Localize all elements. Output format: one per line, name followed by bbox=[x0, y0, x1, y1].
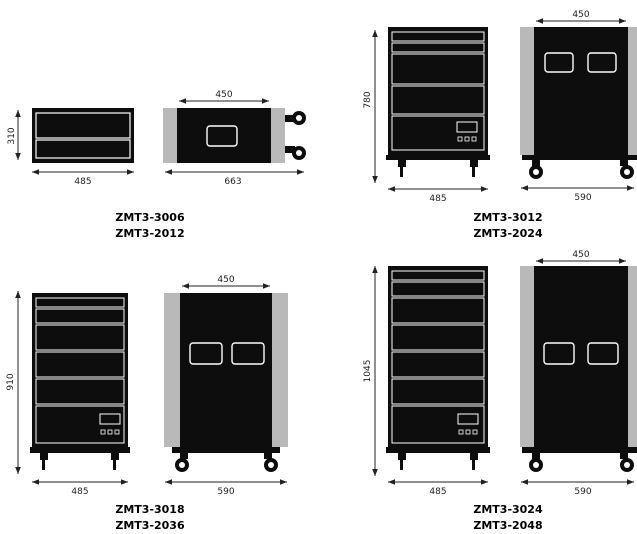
unit-1: 310 485 450 663 ZMT3-3006 ZMT3- bbox=[7, 90, 306, 240]
unit-4-front-width-label: 485 bbox=[429, 487, 446, 497]
unit-3-side-overall-label: 590 bbox=[217, 487, 234, 497]
foot-icon bbox=[40, 453, 48, 470]
unit-2-model-2: ZMT3-2024 bbox=[473, 227, 543, 240]
unit-1-side-view bbox=[163, 108, 306, 163]
unit-4-side-overall-label: 590 bbox=[574, 487, 591, 497]
unit-3-model-2: ZMT3-2036 bbox=[115, 519, 185, 532]
caster-icon bbox=[620, 160, 634, 179]
unit-3-side-depth-label: 450 bbox=[217, 275, 234, 285]
caster-icon bbox=[529, 453, 543, 472]
unit-1-front-view bbox=[32, 108, 134, 163]
unit-3-front-width-label: 485 bbox=[71, 487, 88, 497]
caster-icon bbox=[285, 111, 306, 125]
caster-icon bbox=[285, 146, 306, 160]
caster-icon bbox=[175, 453, 189, 472]
caster-icon bbox=[529, 160, 543, 179]
unit-4-side-depth-label: 450 bbox=[572, 250, 589, 260]
unit-4-front-view bbox=[386, 266, 490, 470]
unit-2-side-depth-label: 450 bbox=[572, 10, 589, 20]
unit-3: 910 485 450 590 ZMT3-3018 ZMT bbox=[6, 275, 288, 532]
unit-1-model-2: ZMT3-2012 bbox=[115, 227, 184, 240]
unit-2-side-view bbox=[520, 27, 637, 179]
unit-1-side-depth-label: 450 bbox=[215, 90, 232, 100]
foot-icon bbox=[398, 160, 406, 177]
unit-1-model-1: ZMT3-3006 bbox=[115, 211, 185, 224]
unit-2-front-width-label: 485 bbox=[429, 194, 446, 204]
unit-3-front-height-label: 910 bbox=[6, 373, 16, 390]
unit-2: 780 485 450 590 ZMT3-3012 ZMT bbox=[363, 10, 637, 240]
unit-2-model-1: ZMT3-3012 bbox=[473, 211, 542, 224]
foot-icon bbox=[398, 453, 406, 470]
unit-4-front-height-label: 1045 bbox=[363, 360, 373, 383]
foot-icon bbox=[470, 453, 478, 470]
unit-1-side-overall-label: 663 bbox=[224, 177, 241, 187]
unit-2-side-overall-label: 590 bbox=[574, 193, 591, 203]
unit-1-front-width-label: 485 bbox=[74, 177, 91, 187]
unit-3-side-view bbox=[164, 293, 288, 472]
unit-1-front-height-label: 310 bbox=[7, 127, 17, 144]
unit-4-model-1: ZMT3-3024 bbox=[473, 503, 543, 516]
unit-3-model-1: ZMT3-3018 bbox=[115, 503, 184, 516]
unit-2-front-height-label: 780 bbox=[363, 91, 373, 108]
caster-icon bbox=[620, 453, 634, 472]
foot-icon bbox=[470, 160, 478, 177]
unit-3-front-view bbox=[30, 293, 130, 470]
unit-2-front-view bbox=[386, 27, 490, 177]
unit-4: 1045 485 450 590 ZMT3-3024 ZM bbox=[363, 250, 637, 532]
foot-icon bbox=[111, 453, 119, 470]
caster-icon bbox=[264, 453, 278, 472]
unit-4-model-2: ZMT3-2048 bbox=[473, 519, 542, 532]
unit-4-side-view bbox=[520, 266, 637, 472]
